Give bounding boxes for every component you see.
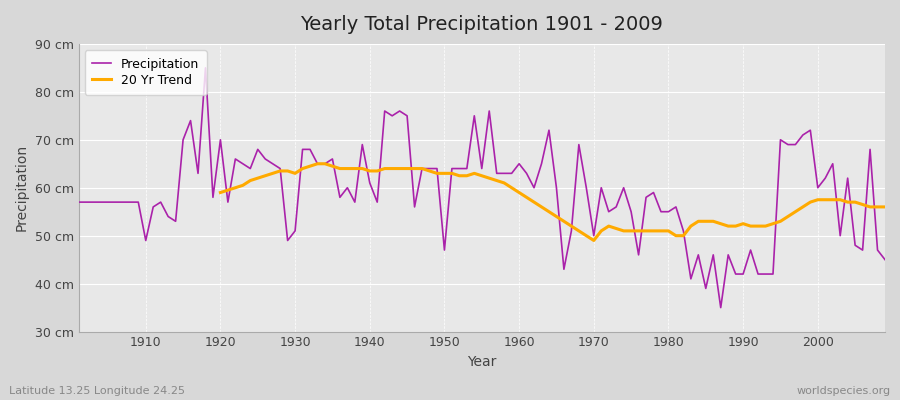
20 Yr Trend: [879, 204, 890, 209]
20 Yr Trend: [304, 164, 315, 168]
Precipitation: [611, 204, 622, 209]
20 Yr Trend: [782, 214, 793, 219]
Precipitation: [521, 171, 532, 176]
Precipitation: [349, 200, 360, 204]
20 Yr Trend: [797, 204, 808, 209]
Precipitation: [200, 66, 211, 70]
Precipitation: [514, 161, 525, 166]
20 Yr Trend: [215, 190, 226, 195]
Text: worldspecies.org: worldspecies.org: [796, 386, 891, 396]
Precipitation: [716, 305, 726, 310]
Legend: Precipitation, 20 Yr Trend: Precipitation, 20 Yr Trend: [85, 50, 207, 95]
Line: 20 Yr Trend: 20 Yr Trend: [220, 164, 885, 240]
20 Yr Trend: [589, 238, 599, 243]
Title: Yearly Total Precipitation 1901 - 2009: Yearly Total Precipitation 1901 - 2009: [301, 15, 663, 34]
X-axis label: Year: Year: [467, 355, 497, 369]
20 Yr Trend: [865, 204, 876, 209]
20 Yr Trend: [424, 168, 435, 173]
Line: Precipitation: Precipitation: [78, 68, 885, 308]
Precipitation: [879, 257, 890, 262]
Precipitation: [304, 147, 315, 152]
20 Yr Trend: [693, 219, 704, 224]
Precipitation: [133, 200, 144, 204]
20 Yr Trend: [312, 161, 323, 166]
Text: Latitude 13.25 Longitude 24.25: Latitude 13.25 Longitude 24.25: [9, 386, 185, 396]
Precipitation: [73, 200, 84, 204]
Y-axis label: Precipitation: Precipitation: [15, 144, 29, 231]
